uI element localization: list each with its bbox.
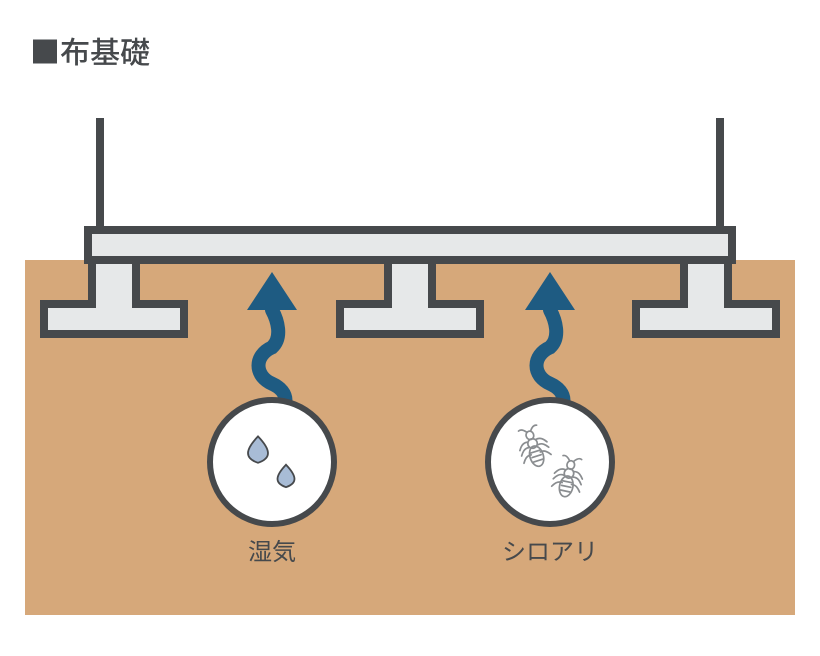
title-prefix: ■ <box>30 28 60 72</box>
building-box-fill <box>104 118 716 226</box>
termite-label: シロアリ <box>502 532 598 567</box>
diagram-title: ■布基礎 <box>30 28 150 72</box>
title-text: 布基礎 <box>60 28 150 72</box>
moisture-label: 湿気 <box>248 532 296 567</box>
diagram-stage: ■布基礎 湿気 シロアリ <box>0 0 820 656</box>
moisture-circle <box>210 400 334 524</box>
foundation-diagram: 湿気 シロアリ <box>0 0 820 656</box>
termite-circle <box>488 400 612 524</box>
sill-beam <box>88 230 732 260</box>
